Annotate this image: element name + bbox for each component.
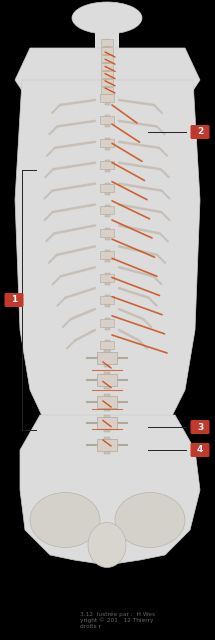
- Bar: [104, 273, 109, 285]
- Bar: [105, 86, 109, 95]
- Text: 4: 4: [197, 445, 203, 454]
- Bar: [100, 341, 114, 349]
- Ellipse shape: [115, 493, 185, 547]
- Bar: [97, 352, 117, 364]
- Bar: [105, 63, 109, 72]
- FancyBboxPatch shape: [190, 125, 209, 139]
- Bar: [100, 274, 114, 282]
- Bar: [100, 228, 114, 237]
- Ellipse shape: [72, 2, 142, 34]
- Bar: [100, 251, 114, 259]
- Text: 1: 1: [11, 296, 17, 305]
- Bar: [104, 161, 109, 172]
- Bar: [101, 63, 113, 70]
- Bar: [105, 79, 109, 88]
- Bar: [100, 319, 114, 326]
- Polygon shape: [15, 80, 200, 430]
- Bar: [104, 350, 110, 367]
- Bar: [100, 116, 114, 124]
- FancyBboxPatch shape: [190, 443, 209, 457]
- Bar: [104, 437, 110, 454]
- Ellipse shape: [88, 522, 126, 568]
- Polygon shape: [15, 48, 200, 95]
- Bar: [104, 93, 109, 105]
- Bar: [100, 139, 114, 147]
- Text: 3.12  lustrée par :  H Wes: 3.12 lustrée par : H Wes: [80, 611, 155, 617]
- Bar: [97, 374, 117, 386]
- Bar: [101, 70, 113, 77]
- Bar: [105, 54, 109, 63]
- Text: 2: 2: [197, 127, 203, 136]
- Bar: [101, 38, 113, 45]
- Bar: [101, 79, 113, 86]
- Bar: [105, 38, 109, 47]
- Bar: [104, 250, 109, 262]
- Bar: [104, 183, 109, 195]
- Bar: [100, 296, 114, 304]
- Bar: [104, 415, 110, 432]
- Bar: [104, 372, 110, 388]
- Bar: [104, 317, 109, 330]
- Bar: [105, 70, 109, 79]
- Text: droits r: droits r: [80, 623, 101, 628]
- Bar: [104, 205, 109, 217]
- Bar: [100, 206, 114, 214]
- Text: 3: 3: [197, 422, 203, 431]
- Bar: [97, 439, 117, 451]
- Bar: [100, 94, 114, 102]
- Ellipse shape: [30, 493, 100, 547]
- Bar: [100, 184, 114, 192]
- Text: yright © 201   12 Thierry: yright © 201 12 Thierry: [80, 617, 153, 623]
- FancyBboxPatch shape: [5, 293, 23, 307]
- Polygon shape: [20, 415, 200, 565]
- Bar: [101, 86, 113, 93]
- Bar: [101, 47, 113, 54]
- FancyBboxPatch shape: [190, 420, 209, 434]
- Bar: [97, 417, 117, 429]
- Bar: [105, 47, 109, 56]
- Bar: [101, 54, 113, 61]
- Bar: [104, 115, 109, 127]
- Bar: [104, 295, 109, 307]
- Bar: [104, 394, 110, 410]
- Bar: [104, 228, 109, 240]
- Bar: [104, 138, 109, 150]
- Bar: [104, 340, 109, 352]
- Bar: [100, 161, 114, 170]
- Bar: [97, 396, 117, 408]
- Bar: [95, 26, 119, 48]
